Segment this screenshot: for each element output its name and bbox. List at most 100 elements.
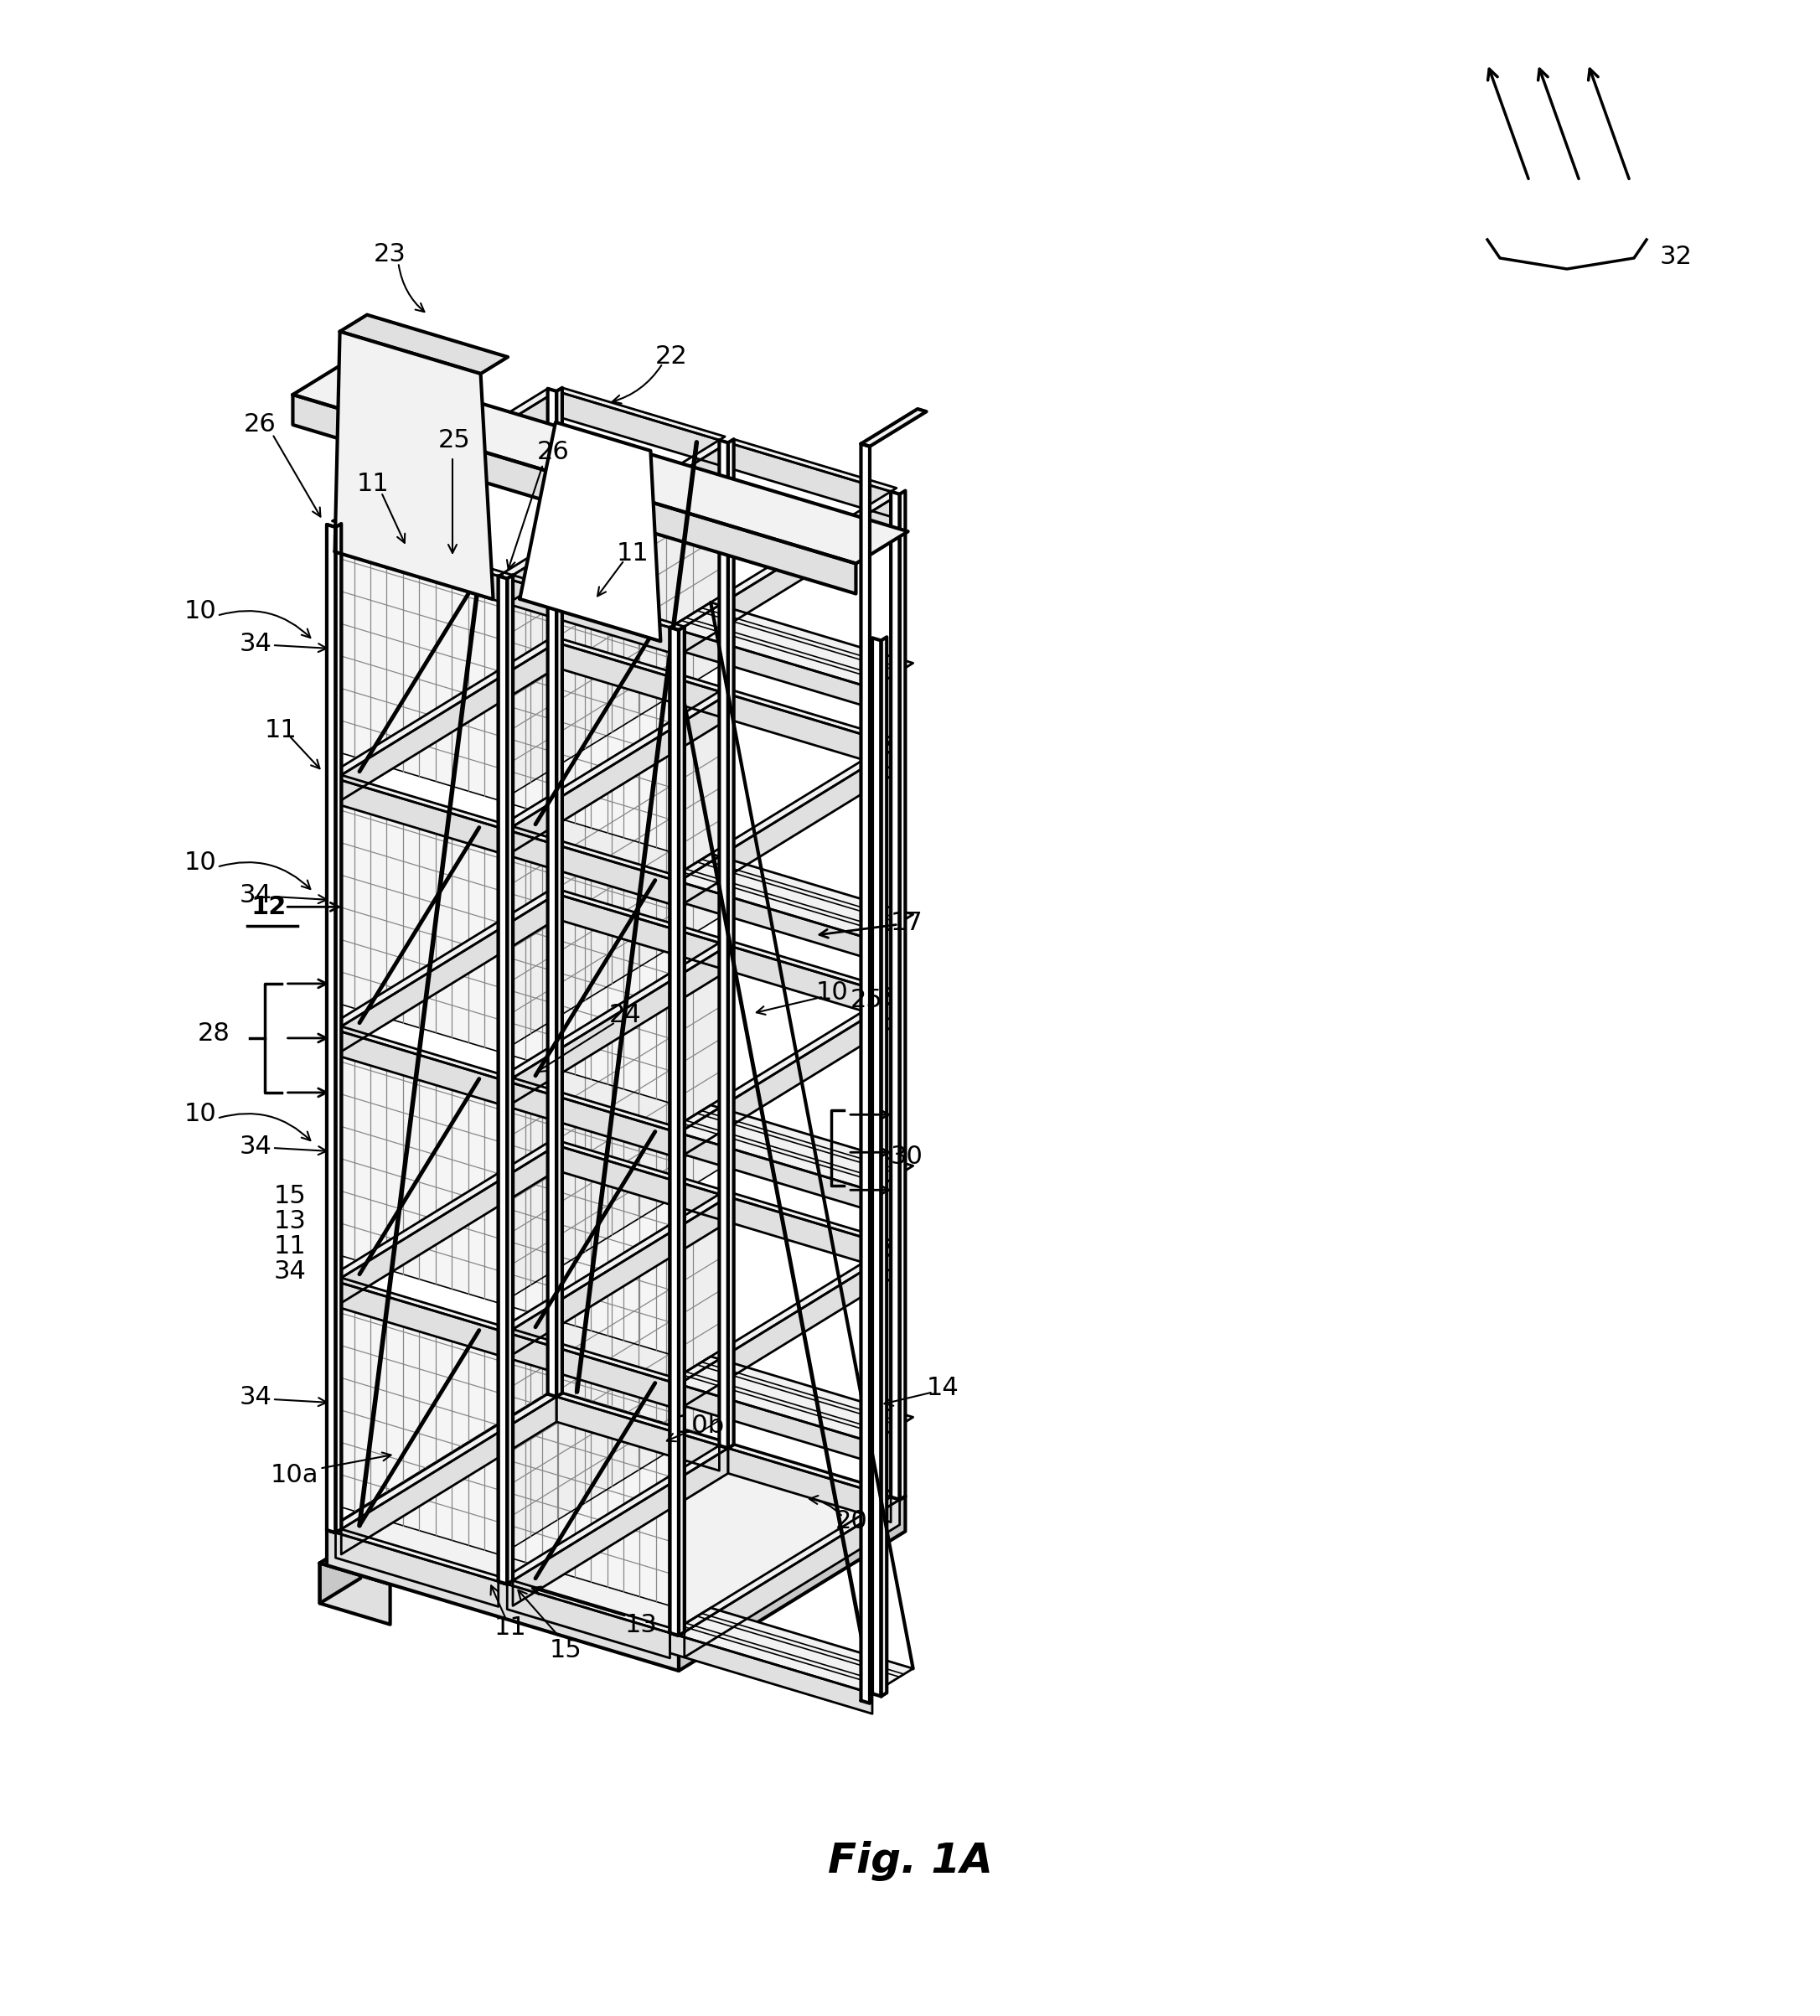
Text: 34: 34 bbox=[238, 1135, 271, 1159]
Polygon shape bbox=[675, 994, 899, 1129]
Polygon shape bbox=[502, 941, 721, 1302]
Polygon shape bbox=[679, 1496, 905, 1671]
Polygon shape bbox=[557, 387, 724, 439]
Polygon shape bbox=[697, 1613, 905, 1677]
Text: 15: 15 bbox=[273, 1183, 306, 1208]
Polygon shape bbox=[548, 389, 557, 1397]
Polygon shape bbox=[502, 1193, 721, 1554]
Polygon shape bbox=[342, 893, 557, 1052]
Polygon shape bbox=[557, 1145, 719, 1220]
Polygon shape bbox=[508, 1079, 675, 1131]
Polygon shape bbox=[521, 421, 661, 641]
Polygon shape bbox=[328, 524, 335, 1532]
Polygon shape bbox=[513, 1447, 728, 1607]
Text: 11: 11 bbox=[357, 472, 389, 496]
Polygon shape bbox=[508, 1333, 670, 1407]
Text: 10: 10 bbox=[184, 599, 217, 623]
Polygon shape bbox=[697, 859, 905, 923]
Polygon shape bbox=[681, 1371, 888, 1435]
Polygon shape bbox=[508, 831, 670, 903]
Polygon shape bbox=[670, 1357, 914, 1441]
Polygon shape bbox=[719, 439, 728, 1447]
Polygon shape bbox=[728, 1447, 890, 1522]
Polygon shape bbox=[670, 627, 872, 708]
Text: 30: 30 bbox=[890, 1145, 923, 1169]
Polygon shape bbox=[557, 1397, 719, 1472]
Polygon shape bbox=[557, 639, 724, 691]
Polygon shape bbox=[557, 891, 724, 943]
Polygon shape bbox=[335, 1278, 504, 1331]
Polygon shape bbox=[342, 643, 557, 800]
Polygon shape bbox=[342, 1145, 557, 1302]
Polygon shape bbox=[513, 946, 728, 1103]
Text: 34: 34 bbox=[238, 631, 271, 655]
Polygon shape bbox=[684, 996, 899, 1155]
Polygon shape bbox=[681, 869, 888, 933]
Polygon shape bbox=[684, 494, 899, 651]
Polygon shape bbox=[502, 691, 721, 1050]
Polygon shape bbox=[728, 439, 733, 1447]
Polygon shape bbox=[342, 391, 557, 548]
Polygon shape bbox=[320, 1562, 389, 1625]
Text: Fig. 1A: Fig. 1A bbox=[828, 1841, 992, 1881]
Polygon shape bbox=[335, 1530, 504, 1581]
Polygon shape bbox=[508, 575, 513, 1585]
Polygon shape bbox=[513, 444, 728, 601]
Polygon shape bbox=[728, 444, 890, 516]
Polygon shape bbox=[557, 893, 719, 968]
Polygon shape bbox=[335, 526, 499, 601]
Text: 28: 28 bbox=[198, 1022, 231, 1046]
Polygon shape bbox=[728, 694, 890, 768]
Polygon shape bbox=[335, 778, 499, 853]
Text: 13: 13 bbox=[624, 1613, 657, 1637]
Polygon shape bbox=[557, 391, 719, 466]
Polygon shape bbox=[335, 1532, 499, 1607]
Polygon shape bbox=[508, 579, 670, 653]
Polygon shape bbox=[670, 1131, 872, 1212]
Polygon shape bbox=[340, 314, 508, 373]
Text: 34: 34 bbox=[238, 1385, 271, 1409]
Text: 25: 25 bbox=[439, 427, 470, 452]
Polygon shape bbox=[670, 1633, 872, 1714]
Text: 10a: 10a bbox=[271, 1464, 318, 1488]
Polygon shape bbox=[335, 524, 342, 1532]
Polygon shape bbox=[728, 941, 897, 994]
Polygon shape bbox=[339, 526, 501, 800]
Polygon shape bbox=[510, 1331, 672, 1607]
Polygon shape bbox=[508, 575, 675, 627]
Polygon shape bbox=[681, 1623, 888, 1687]
Polygon shape bbox=[508, 1329, 675, 1381]
Polygon shape bbox=[684, 746, 899, 903]
Polygon shape bbox=[684, 1500, 899, 1657]
Polygon shape bbox=[670, 879, 872, 960]
Polygon shape bbox=[504, 439, 728, 575]
Text: 10: 10 bbox=[815, 980, 848, 1004]
Text: 13: 13 bbox=[273, 1210, 306, 1234]
Polygon shape bbox=[728, 946, 890, 1020]
Text: 20: 20 bbox=[835, 1508, 868, 1534]
Polygon shape bbox=[557, 643, 719, 716]
Polygon shape bbox=[333, 891, 557, 1026]
Polygon shape bbox=[335, 331, 493, 599]
Polygon shape bbox=[557, 387, 562, 1397]
Polygon shape bbox=[728, 1198, 890, 1270]
Polygon shape bbox=[510, 829, 672, 1103]
Polygon shape bbox=[861, 444, 870, 1704]
Polygon shape bbox=[675, 1498, 899, 1633]
Text: 34: 34 bbox=[273, 1260, 306, 1284]
Polygon shape bbox=[670, 1381, 872, 1462]
Polygon shape bbox=[697, 1363, 905, 1425]
Polygon shape bbox=[320, 1538, 360, 1603]
Polygon shape bbox=[293, 363, 908, 564]
Polygon shape bbox=[333, 389, 557, 524]
Polygon shape bbox=[502, 439, 721, 800]
Text: 14: 14 bbox=[926, 1375, 959, 1399]
Polygon shape bbox=[684, 1248, 899, 1405]
Polygon shape bbox=[320, 1538, 431, 1585]
Polygon shape bbox=[499, 577, 508, 1585]
Polygon shape bbox=[728, 1193, 897, 1246]
Polygon shape bbox=[328, 524, 335, 1532]
Polygon shape bbox=[328, 1530, 679, 1671]
Polygon shape bbox=[728, 439, 897, 492]
Polygon shape bbox=[510, 577, 672, 853]
